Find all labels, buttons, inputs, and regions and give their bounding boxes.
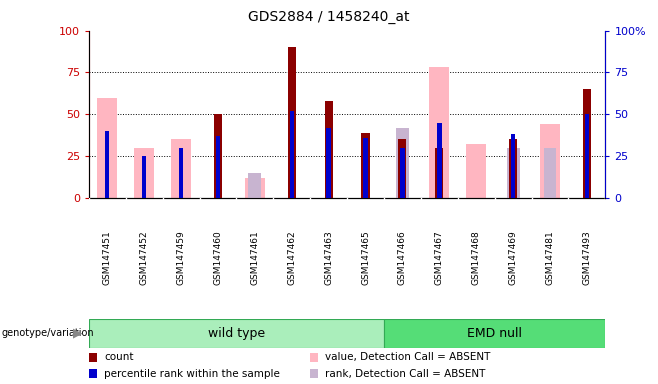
Bar bbox=[384, 319, 605, 348]
Bar bbox=[89, 369, 97, 378]
Text: GSM147467: GSM147467 bbox=[435, 230, 444, 285]
Bar bbox=[105, 131, 109, 198]
Bar bbox=[324, 101, 333, 198]
Text: GSM147466: GSM147466 bbox=[398, 230, 407, 285]
Bar bbox=[214, 114, 222, 198]
Bar bbox=[363, 137, 368, 198]
Text: GSM147459: GSM147459 bbox=[176, 230, 186, 285]
Bar bbox=[179, 147, 184, 198]
Text: wild type: wild type bbox=[208, 327, 265, 339]
Bar bbox=[290, 111, 294, 198]
Bar bbox=[466, 144, 486, 198]
Bar bbox=[216, 136, 220, 198]
Bar bbox=[134, 147, 155, 198]
Bar bbox=[429, 68, 449, 198]
Bar bbox=[511, 134, 515, 198]
Text: genotype/variation: genotype/variation bbox=[1, 328, 94, 338]
Bar bbox=[398, 139, 407, 198]
Bar bbox=[437, 122, 442, 198]
Bar bbox=[400, 147, 405, 198]
Text: GSM147468: GSM147468 bbox=[472, 230, 481, 285]
Bar bbox=[540, 124, 560, 198]
Bar bbox=[326, 127, 331, 198]
Bar bbox=[142, 156, 146, 198]
Bar bbox=[288, 47, 296, 198]
Text: GSM147460: GSM147460 bbox=[213, 230, 222, 285]
Bar bbox=[171, 139, 191, 198]
Bar bbox=[396, 127, 409, 198]
Bar bbox=[583, 89, 591, 198]
Bar bbox=[310, 369, 318, 378]
Bar bbox=[89, 353, 97, 362]
Text: GSM147462: GSM147462 bbox=[288, 230, 296, 285]
Text: GSM147469: GSM147469 bbox=[509, 230, 518, 285]
Bar bbox=[97, 98, 117, 198]
Bar bbox=[249, 173, 261, 198]
Text: GSM147463: GSM147463 bbox=[324, 230, 333, 285]
Bar bbox=[507, 147, 520, 198]
Text: ▶: ▶ bbox=[73, 327, 82, 339]
Text: GDS2884 / 1458240_at: GDS2884 / 1458240_at bbox=[248, 10, 410, 23]
Bar bbox=[585, 114, 589, 198]
Bar bbox=[544, 147, 557, 198]
Bar bbox=[89, 319, 384, 348]
Text: EMD null: EMD null bbox=[467, 327, 522, 339]
Text: value, Detection Call = ABSENT: value, Detection Call = ABSENT bbox=[325, 352, 490, 362]
Text: count: count bbox=[104, 352, 134, 362]
Bar bbox=[509, 139, 517, 198]
Text: rank, Detection Call = ABSENT: rank, Detection Call = ABSENT bbox=[325, 369, 486, 379]
Text: GSM147451: GSM147451 bbox=[103, 230, 112, 285]
Text: GSM147465: GSM147465 bbox=[361, 230, 370, 285]
Text: GSM147452: GSM147452 bbox=[139, 230, 149, 285]
Text: GSM147481: GSM147481 bbox=[545, 230, 555, 285]
Bar bbox=[245, 178, 265, 198]
Text: GSM147493: GSM147493 bbox=[582, 230, 592, 285]
Bar bbox=[436, 147, 443, 198]
Bar bbox=[310, 353, 318, 362]
Text: GSM147461: GSM147461 bbox=[250, 230, 259, 285]
Text: percentile rank within the sample: percentile rank within the sample bbox=[104, 369, 280, 379]
Bar bbox=[361, 132, 370, 198]
